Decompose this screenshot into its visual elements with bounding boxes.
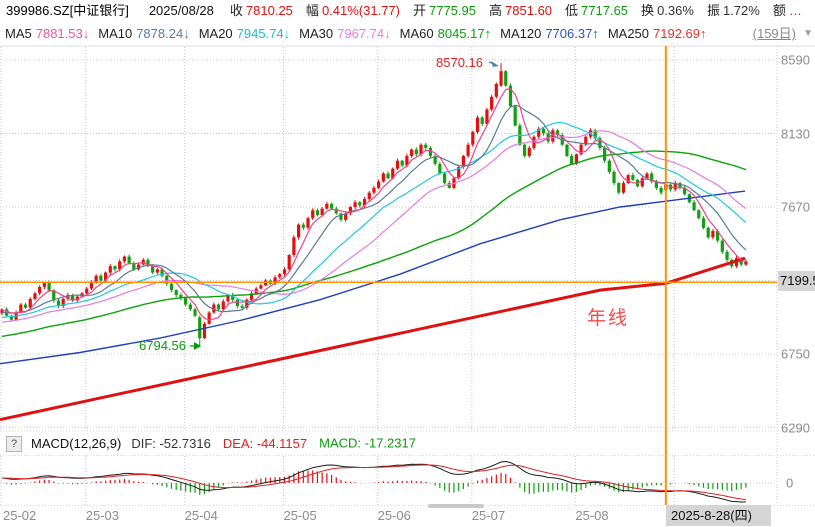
quote-field: 高 7851.60	[489, 3, 553, 18]
ma20-line	[1, 121, 747, 318]
x-axis-tick: 25-08	[575, 508, 609, 523]
ma-legend-item: MA120 7706.37↑	[500, 26, 599, 41]
symbol-title: 399986.SZ[中证银行]	[6, 3, 129, 18]
macd-header: ? MACD(12,26,9) DIF: -52.7316 DEA: -44.1157…	[0, 432, 416, 454]
ma10-line	[1, 104, 747, 314]
high-annotation: 8570.16	[436, 55, 483, 70]
quote-field: 开 7775.95	[413, 3, 477, 18]
macd-dea-value: DEA: -44.1157	[222, 435, 308, 451]
x-axis-tick: 25-06	[377, 508, 411, 523]
x-axis-tick: 25-07	[471, 508, 506, 523]
y-axis-tick: 8590	[781, 52, 810, 68]
yearline-label: 年线	[587, 308, 630, 329]
ma-legend-bar: MA5 7881.53↓ MA10 7878.24↓ MA20 7945.74↓ MA30 7…	[0, 22, 815, 46]
crosshair	[0, 46, 777, 505]
ma60-line	[1, 150, 747, 338]
quote-field: 换 0.36%	[641, 3, 694, 18]
annotation-arrows	[190, 61, 499, 350]
ma-legend-item: MA10 7878.24↓	[98, 26, 190, 41]
ma-legend-item: MA5 7881.53↓	[5, 26, 90, 41]
y-axis-tick: 8130	[781, 126, 810, 141]
ma30-line	[1, 130, 747, 323]
quote-field: 低 7717.65	[565, 3, 629, 18]
quote-date: 2025/08/28	[148, 3, 214, 18]
dea-line	[1, 464, 746, 501]
macd-zero-label: 0	[786, 475, 794, 491]
macd-dif-value: DIF: -52.7316	[131, 435, 211, 451]
help-icon[interactable]: ?	[6, 435, 22, 452]
quote-fields: 收 7810.25 幅 0.41%(31.77) 开 7775.95 高 7851.60 低 77…	[230, 3, 815, 18]
dropdown-triangle-icon[interactable]: ▼	[803, 28, 813, 39]
period-selector[interactable]: (159日)	[752, 26, 796, 41]
crosshair-price-label: 7199.5	[778, 271, 815, 291]
quote-bar: 399986.SZ[中证银行] 2025/08/28 收 7810.25 幅 0.41%(…	[0, 0, 815, 22]
y-axis-tick: 6290	[781, 420, 810, 436]
ma-values: MA5 7881.53↓ MA10 7878.24↓ MA20 7945.74↓ MA30 7…	[5, 26, 716, 41]
scrollbar-thumb[interactable]	[428, 504, 484, 508]
ma120-line	[0, 190, 746, 365]
ma-legend-item: MA20 7945.74↓	[198, 26, 291, 41]
quote-field: 额…	[772, 3, 802, 18]
quote-field: 振 1.72%	[706, 3, 760, 18]
quote-field: 幅 0.41%(31.77)	[305, 3, 400, 18]
x-axis-tick: 25-03	[85, 508, 119, 523]
quote-field: 收 7810.25	[229, 3, 293, 18]
y-axis-tick: 6750	[781, 346, 810, 362]
macd-indicator-title[interactable]: MACD(12,26,9)	[31, 435, 122, 451]
x-axis-tick: 25-02	[3, 508, 37, 523]
ma5-line	[1, 88, 747, 321]
ma250-line	[0, 256, 746, 422]
macd-histogram	[6, 470, 747, 495]
x-axis-tick: 25-04	[184, 508, 218, 523]
ma-legend-item: MA60 8045.17↑	[399, 26, 492, 41]
macd-bar-value: MACD: -17.2317	[319, 435, 416, 451]
x-axis-tick: 25-05	[283, 508, 317, 523]
low-annotation: 6794.56	[139, 338, 186, 353]
crosshair-date-label: 2025-8-28(四)	[666, 505, 771, 526]
ma-legend-item: MA30 7967.74↓	[299, 26, 391, 41]
ma-legend-item: MA250 7192.69↑	[607, 26, 707, 41]
y-axis-tick: 7670	[781, 199, 810, 215]
